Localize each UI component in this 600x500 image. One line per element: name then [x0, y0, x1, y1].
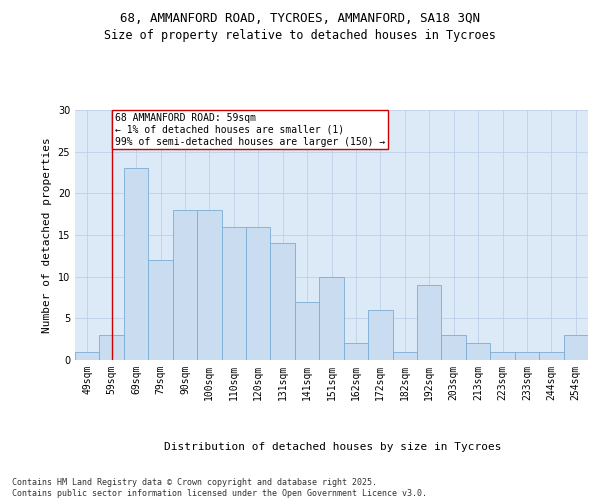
Bar — [75, 352, 100, 360]
Text: Distribution of detached houses by size in Tycroes: Distribution of detached houses by size … — [164, 442, 502, 452]
Bar — [100, 335, 124, 360]
Bar — [368, 310, 392, 360]
Y-axis label: Number of detached properties: Number of detached properties — [42, 137, 52, 333]
Bar — [539, 352, 563, 360]
Bar — [344, 344, 368, 360]
Text: Contains HM Land Registry data © Crown copyright and database right 2025.
Contai: Contains HM Land Registry data © Crown c… — [12, 478, 427, 498]
Bar — [490, 352, 515, 360]
Bar — [221, 226, 246, 360]
Bar — [417, 285, 442, 360]
Bar — [515, 352, 539, 360]
Bar — [271, 244, 295, 360]
Bar — [148, 260, 173, 360]
Bar — [563, 335, 588, 360]
Bar — [319, 276, 344, 360]
Text: Size of property relative to detached houses in Tycroes: Size of property relative to detached ho… — [104, 29, 496, 42]
Text: 68, AMMANFORD ROAD, TYCROES, AMMANFORD, SA18 3QN: 68, AMMANFORD ROAD, TYCROES, AMMANFORD, … — [120, 12, 480, 26]
Bar — [124, 168, 148, 360]
Bar — [246, 226, 271, 360]
Bar — [392, 352, 417, 360]
Bar — [197, 210, 221, 360]
Bar — [442, 335, 466, 360]
Bar — [295, 302, 319, 360]
Bar — [173, 210, 197, 360]
Text: 68 AMMANFORD ROAD: 59sqm
← 1% of detached houses are smaller (1)
99% of semi-det: 68 AMMANFORD ROAD: 59sqm ← 1% of detache… — [115, 114, 386, 146]
Bar — [466, 344, 490, 360]
